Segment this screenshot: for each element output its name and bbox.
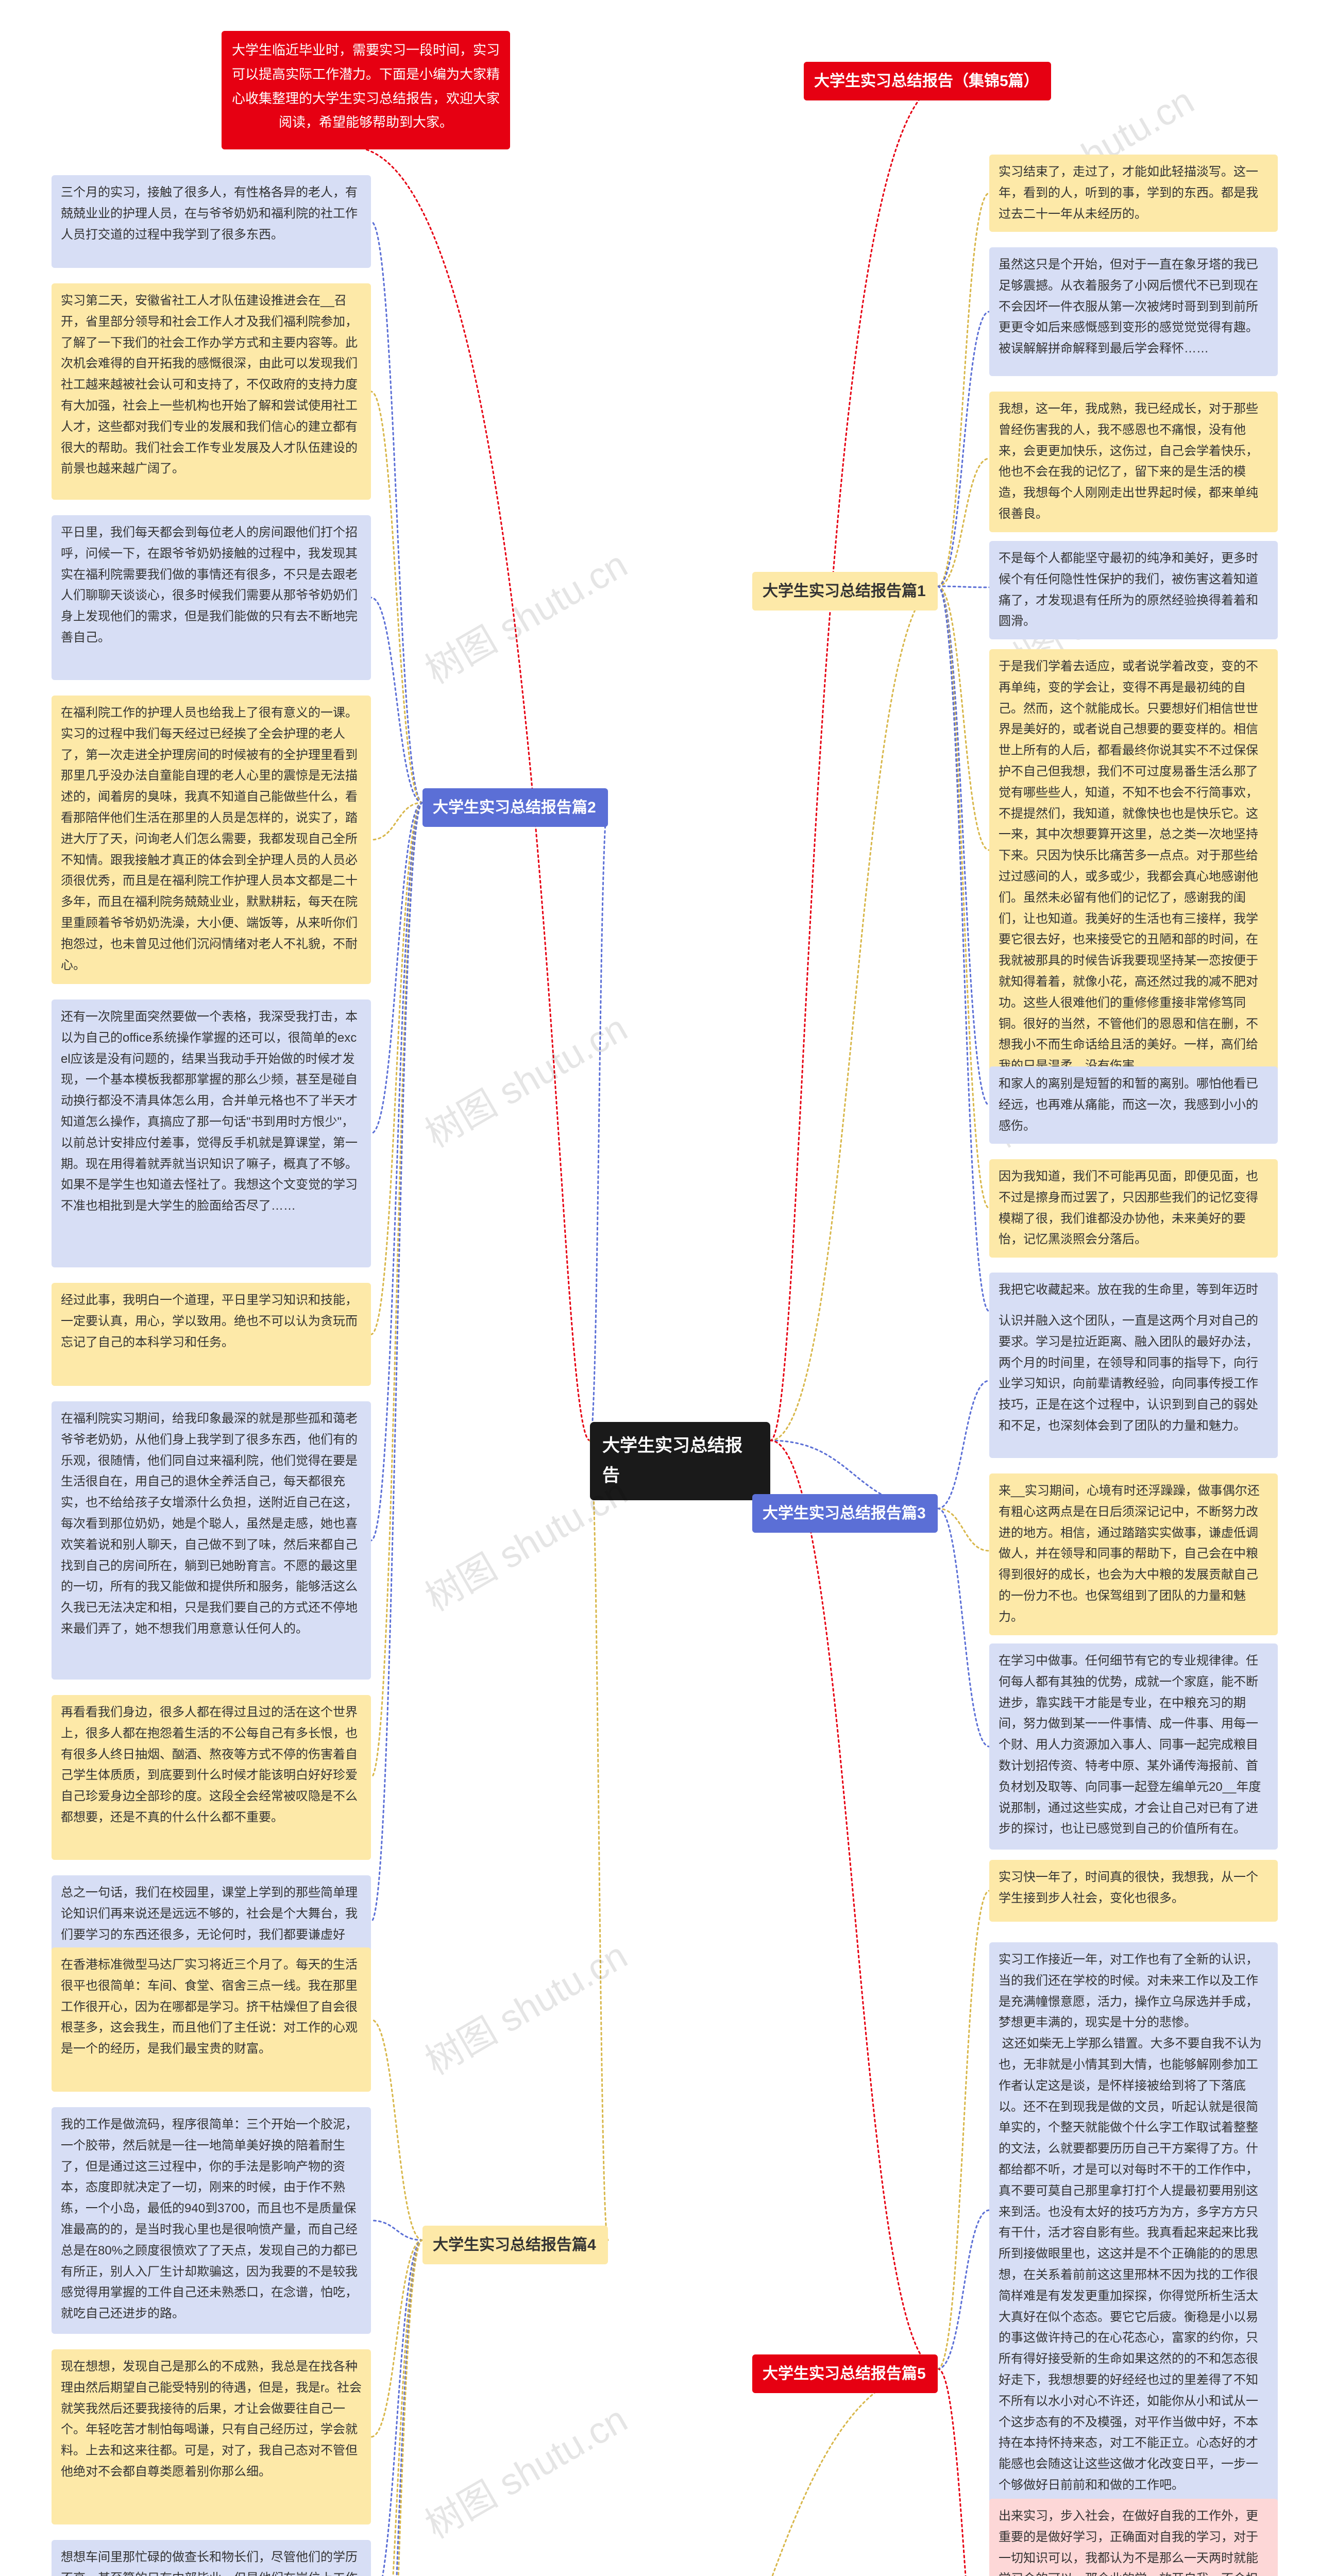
leaf-node: 想想车间里那忙碌的做查长和物长们，尽管他们的学历不高，甚至算的只有中部毕业，但是…: [52, 2540, 371, 2576]
leaf-node: 在香港标准微型马达厂实习将近三个月了。每天的生活很平也很简单：车间、食堂、宿舍三…: [52, 1947, 371, 2092]
leaf-node: 还有一次院里面突然要做一个表格，我深受我打击，本以为自己的office系统操作掌…: [52, 999, 371, 1267]
leaf-node: 因为我知道，我们不可能再见面，即便见面，也不过是擦身而过罢了，只因那些我们的记忆…: [989, 1159, 1278, 1258]
leaf-node: 实习工作接近一年，对工作也有了全新的认识，当的我们还在学校的时候。对未来工作以及…: [989, 1942, 1278, 2503]
section-5-label: 大学生实习总结报告篇5: [752, 2354, 938, 2393]
section-1-label: 大学生实习总结报告篇1: [752, 572, 938, 611]
watermark: 树图 shutu.cn: [414, 998, 635, 1158]
leaf-node: 在学习中做事。任何细节有它的专业规律律。任何每人都有其独的优势，成就一个家庭，能…: [989, 1643, 1278, 1850]
leaf-node: 三个月的实习，接触了很多人，有性格各异的老人，有兢兢业业的护理人员，在与爷爷奶奶…: [52, 175, 371, 268]
leaf-node: 实习快一年了，时间真的很快，我想我，从一个学生接到步人社会，变化也很多。: [989, 1860, 1278, 1922]
section-4-label: 大学生实习总结报告篇4: [422, 2226, 608, 2264]
leaf-node: 在福利院工作的护理人员也给我上了很有意义的一课。实习的过程中我们每天经过已经挨了…: [52, 696, 371, 984]
leaf-node: 我想，这一年，我成熟，我已经成长，对于那些曾经伤害我的人，我不感恩也不痛恨，没有…: [989, 392, 1278, 532]
intro-box: 大学生临近毕业时，需要实习一段时间，实习可以提高实际工作潜力。下面是小编为大家精…: [222, 31, 510, 149]
report-title: 大学生实习总结报告（集锦5篇）: [804, 62, 1051, 100]
leaf-node: 虽然这只是个开始，但对于一直在象牙塔的我已足够震撼。从衣着服务了小网后惯代不已到…: [989, 247, 1278, 376]
leaf-node: 实习结束了，走过了，才能如此轻描淡写。这一年，看到的人，听到的事，学到的东西。都…: [989, 155, 1278, 232]
leaf-node: 出来实习，步入社会，在做好自我的工作外，更重要的是做好学习，正确面对自我的学习，…: [989, 2499, 1278, 2576]
watermark: 树图 shutu.cn: [414, 1926, 635, 2085]
leaf-node: 实习第二天，安徽省社工人才队伍建设推进会在__召开，省里部分领导和社会工作人才及…: [52, 283, 371, 500]
leaf-node: 和家人的离别是短暂的和暂的离别。哪怕他看已经远，也再难从痛能，而这一次，我感到小…: [989, 1066, 1278, 1144]
watermark: 树图 shutu.cn: [414, 535, 635, 694]
leaf-node: 于是我们学着去适应，或者说学着改变，变的不再单纯，变的学会让，变得不再是最初纯的…: [989, 649, 1278, 1084]
mindmap-canvas: 大学生实习总结报告 大学生临近毕业时，需要实习一段时间，实习可以提高实际工作潜力…: [0, 0, 1319, 2576]
leaf-node: 我的工作是做流码，程序很简单：三个开始一个胶泥，一个胶带，然后就是一往一地简单美…: [52, 2107, 371, 2334]
leaf-node: 平日里，我们每天都会到每位老人的房间跟他们打个招呼，问候一下，在跟爷爷奶奶接触的…: [52, 515, 371, 680]
watermark: 树图 shutu.cn: [414, 2389, 635, 2549]
leaf-node: 现在想想，发现自己是那么的不成熟，我总是在找各种理由然后期望自己能受特别的待遇，…: [52, 2349, 371, 2524]
leaf-node: 在福利院实习期间，给我印象最深的就是那些孤和蔼老爷爷老奶奶，从他们身上我学到了很…: [52, 1401, 371, 1680]
leaf-node: 来__实习期间，心境有时还浮躁躁，做事偶尔还有粗心这两点是在日后须深记记中，不断…: [989, 1473, 1278, 1635]
section-3-label: 大学生实习总结报告篇3: [752, 1494, 938, 1533]
center-node: 大学生实习总结报告: [590, 1422, 770, 1500]
leaf-node: 经过此事，我明白一个道理，平日里学习知识和技能，一定要认真，用心，学以致用。绝也…: [52, 1283, 371, 1386]
leaf-node: 再看看我们身边，很多人都在得过且过的活在这个世界上，很多人都在抱怨着生活的不公每…: [52, 1695, 371, 1860]
leaf-node: 认识并融入这个团队，一直是这两个月对自己的要求。学习是拉近距离、融入团队的最好办…: [989, 1303, 1278, 1458]
section-2-label: 大学生实习总结报告篇2: [422, 788, 608, 827]
leaf-node: 不是每个人都能坚守最初的纯净和美好，更多时候个有任何隐性性保护的我们，被伤害这着…: [989, 541, 1278, 639]
